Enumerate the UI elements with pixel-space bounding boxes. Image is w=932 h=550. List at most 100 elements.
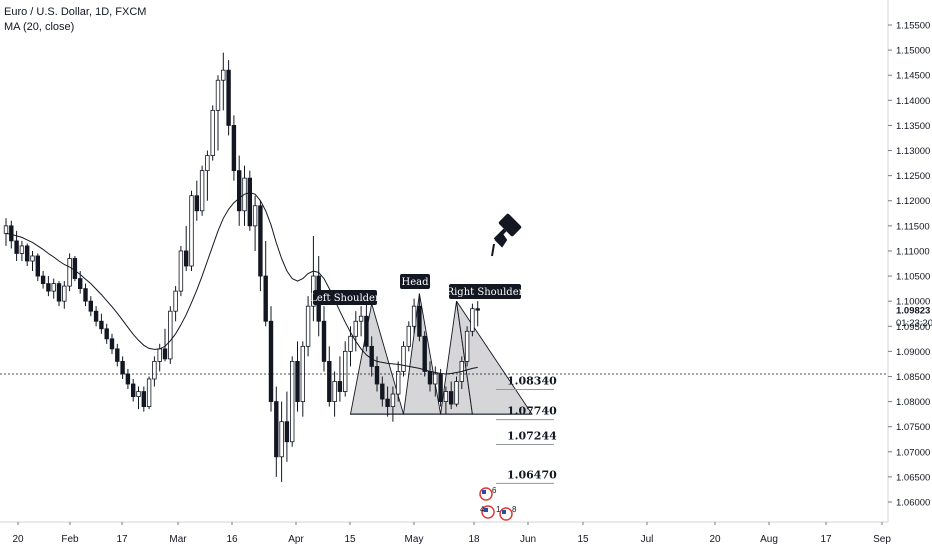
event-flag-us-canton: [484, 508, 488, 512]
time-tick-label: 20: [709, 534, 721, 545]
candle-up: [51, 283, 56, 292]
price-tick-label: 1.13000: [896, 146, 930, 157]
candle-up: [178, 250, 184, 292]
price-axis[interactable]: 1.15500 1.15000 1.14500 1.14000 1.13500 1.130…: [888, 21, 932, 509]
candle-up: [390, 393, 396, 407]
time-tick-label: 18: [468, 534, 480, 545]
candle-up: [221, 69, 226, 81]
event-count: 4: [480, 505, 485, 514]
time-tick-label: Mar: [169, 534, 187, 545]
price-tick-label: 1.14000: [896, 96, 930, 107]
candle-down: [109, 338, 115, 350]
candle-down: [104, 328, 109, 340]
price-tick-label: 1.15000: [896, 46, 930, 57]
candle-down: [438, 373, 443, 402]
price-tick-label: 1.10500: [896, 272, 930, 283]
candle-down: [475, 308, 480, 311]
candle-down: [448, 391, 454, 405]
candle-up: [210, 109, 215, 156]
candle-up: [332, 381, 337, 402]
flag-icon: [491, 232, 508, 257]
candle-down: [46, 283, 51, 292]
grid-layer: [0, 0, 889, 523]
time-tick-label: 17: [820, 534, 832, 545]
time-tick-label: Jul: [641, 534, 654, 545]
time-tick-label: 15: [577, 534, 589, 545]
candle-up: [433, 373, 438, 385]
candle-down: [93, 310, 99, 322]
price-tick-label: 1.09500: [896, 322, 930, 333]
candle-up: [157, 348, 162, 362]
gavel-head: [498, 213, 522, 237]
indicator-legend[interactable]: MA (20, close): [4, 21, 75, 33]
candle-up: [215, 79, 221, 111]
candle-down: [247, 177, 252, 227]
flag-shape: [491, 232, 508, 257]
candle-down: [364, 315, 369, 347]
time-tick-label: Feb: [61, 534, 79, 545]
candle-up: [342, 350, 348, 392]
candle-down: [374, 366, 380, 385]
candle-up: [30, 255, 35, 262]
candle-down: [258, 205, 263, 277]
moving-average-line: [5, 192, 478, 375]
event-count: 6: [492, 486, 497, 495]
candle-up: [19, 245, 25, 254]
price-tick-label: 1.12500: [896, 171, 930, 182]
candle-up: [189, 195, 194, 267]
candle-down: [83, 288, 88, 302]
price-tick-label: 1.08000: [896, 397, 930, 408]
candle-up: [252, 205, 258, 227]
candle-up: [401, 345, 406, 372]
candle-down: [120, 361, 125, 375]
candle-down: [88, 300, 93, 312]
candle-down: [427, 371, 433, 385]
price-tick-label: 1.08500: [896, 372, 930, 383]
candle-up: [470, 308, 475, 332]
candle-up: [168, 310, 173, 360]
time-tick-label: 15: [344, 534, 356, 545]
economic-events[interactable]: 4 1 8 6: [479, 486, 517, 521]
time-tick-label: Apr: [288, 534, 304, 545]
candle-down: [56, 283, 62, 302]
event-count: 1: [496, 505, 501, 514]
time-axis[interactable]: 20 Feb 17 Mar 16 Apr 15 May 18 Jun 15 Jul 20 Aug 17 Sep: [12, 522, 891, 545]
candle-down: [380, 383, 385, 400]
candle-up: [152, 361, 157, 380]
target-label: 1.06470: [507, 468, 557, 481]
candle-up: [67, 258, 72, 287]
candle-up: [3, 225, 9, 234]
candle-down: [78, 278, 83, 290]
target-label: 1.08340: [507, 375, 557, 388]
candle-down: [274, 401, 279, 458]
candle-up: [406, 325, 411, 347]
candle-up: [199, 170, 205, 212]
symbol-title[interactable]: Euro / U.S. Dollar, 1D, FXCM: [4, 6, 147, 18]
price-tick-label: 1.14500: [896, 71, 930, 82]
candle-down: [125, 373, 131, 385]
candle-down: [321, 320, 327, 362]
candle-down: [295, 361, 300, 402]
candle-up: [279, 421, 284, 458]
candle-down: [417, 305, 422, 337]
candle-down: [231, 125, 237, 172]
candle-down: [14, 240, 19, 254]
price-tick-label: 1.09000: [896, 347, 930, 358]
candle-up: [454, 381, 459, 405]
candle-down: [115, 348, 120, 362]
candle-up: [353, 320, 358, 337]
time-tick-label: 16: [226, 534, 238, 545]
candle-down: [422, 335, 427, 372]
price-tick-label: 1.06500: [896, 472, 930, 483]
candle-down: [130, 383, 136, 397]
candle-down: [226, 69, 231, 126]
event-flag-us-canton: [482, 490, 486, 494]
time-tick-label: May: [405, 534, 424, 545]
time-tick-label: Sep: [873, 534, 891, 545]
candle-down: [9, 225, 14, 242]
current-price-label: 1.09823: [896, 306, 930, 317]
candle-down: [268, 320, 274, 402]
candle-up: [173, 290, 178, 312]
